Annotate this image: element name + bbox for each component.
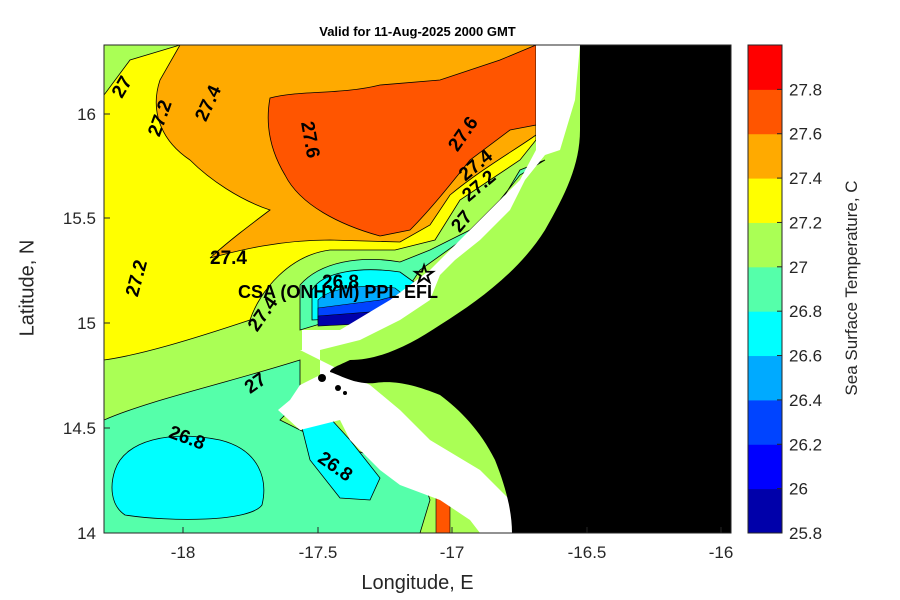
colorbar-tick-label: 27 (789, 258, 808, 277)
y-tick-label: 14.5 (63, 419, 96, 438)
colorbar-segment (748, 266, 782, 312)
colorbar-segment (748, 488, 782, 534)
y-tick-label: 16 (77, 105, 96, 124)
y-tick-label: 15.5 (63, 209, 96, 228)
colorbar-ticks: 25.8 26 26.2 26.4 26.6 26.8 27 27.2 27.4 27.6 27.8 (777, 80, 822, 543)
colorbar-segment (748, 45, 782, 90)
contour-label: 27.4 (210, 248, 247, 269)
colorbar-frame (747, 44, 783, 534)
y-tick-label: 14 (77, 524, 96, 543)
colorbar-tick-label: 27.2 (789, 213, 822, 232)
station-label: CSA (ONHYM) PPL EFL (238, 282, 438, 302)
sst-patch-26-6-west (111, 435, 265, 520)
y-axis-label: Latitude, N (16, 239, 39, 337)
colorbar-segment (748, 311, 782, 357)
colorbar-tick-label: 25.8 (789, 524, 822, 543)
x-tick-label: -18 (171, 543, 196, 562)
colorbar-segment (748, 444, 782, 490)
no-data-mask-peninsula (278, 350, 520, 533)
colorbar (748, 45, 782, 534)
y-tick-label: 15 (77, 314, 96, 333)
x-axis-ticks: -18 -17.5 -17 -16.5 -16 (171, 527, 734, 562)
colorbar-tick-label: 26.8 (789, 302, 822, 321)
x-axis-label: Longitude, E (361, 572, 474, 594)
x-tick-label: -16.5 (568, 543, 607, 562)
contour-label: 26.8 (322, 272, 359, 293)
colorbar-segment (748, 222, 782, 268)
colorbar-tick-label: 26.2 (789, 435, 822, 454)
island-dot (335, 385, 341, 391)
map-title: Valid for 11-Aug-2025 2000 GMT (319, 24, 516, 39)
sst-band-27-6 (267, 45, 537, 237)
star-icon: ☆ (412, 259, 435, 289)
island-dot (343, 391, 347, 395)
colorbar-tick-label: 26.4 (789, 391, 822, 410)
land-mass (330, 45, 731, 533)
colorbar-tick-label: 27.6 (789, 125, 822, 144)
colorbar-tick-label: 27.8 (789, 80, 822, 99)
colorbar-tick-label: 26 (789, 480, 808, 499)
x-tick-label: -16 (709, 543, 734, 562)
colorbar-segment (748, 133, 782, 179)
no-data-mask (302, 45, 580, 350)
colorbar-segment (748, 399, 782, 445)
plot-frame (103, 44, 732, 534)
colorbar-segment (748, 89, 782, 135)
island-dot (318, 374, 326, 382)
x-tick-label: -17.5 (299, 543, 338, 562)
colorbar-label: Sea Surface Temperature, C (842, 180, 861, 396)
colorbar-tick-label: 27.4 (789, 169, 822, 188)
map-plot-area: 27 27.2 27.4 27.6 27.6 27.4 27.2 27 27.2… (104, 45, 731, 533)
y-axis-ticks: 14 14.5 15 15.5 16 (63, 105, 110, 543)
x-tick-label: -17 (440, 543, 465, 562)
colorbar-segment (748, 178, 782, 223)
colorbar-tick-label: 26.6 (789, 347, 822, 366)
colorbar-segment (748, 355, 782, 401)
